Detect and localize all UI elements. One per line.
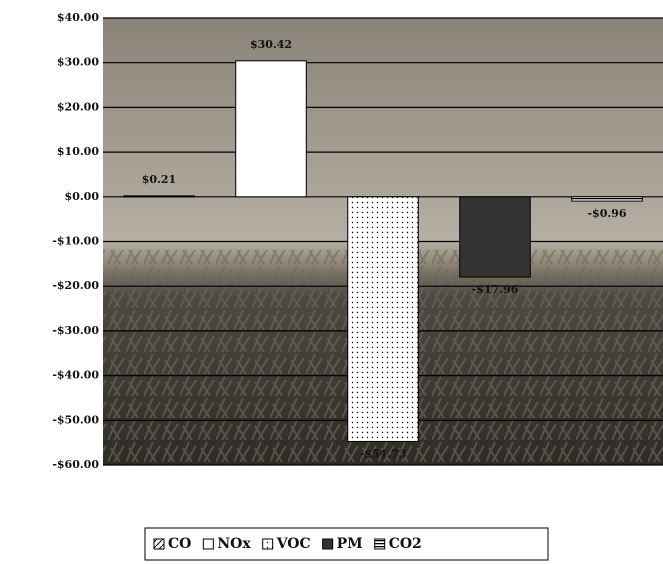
legend-swatch [153, 538, 165, 550]
bar [235, 60, 307, 198]
data-label: $0.21 [142, 173, 176, 186]
y-tick-label: -$40.00 [52, 369, 99, 382]
y-tick-label: $40.00 [57, 11, 99, 24]
data-label: -$17.96 [472, 283, 519, 296]
y-tick-label: $30.00 [57, 56, 99, 69]
bar [123, 195, 195, 198]
legend-swatch [374, 538, 386, 550]
y-tick-label: $0.00 [65, 190, 100, 203]
y-tick-label: -$60.00 [52, 458, 99, 471]
y-tick-label: -$20.00 [52, 279, 99, 292]
legend-swatch [322, 538, 334, 550]
legend-label: CO [168, 536, 191, 552]
y-tick-label: $10.00 [57, 145, 99, 158]
legend-label: PM [337, 536, 363, 552]
legend-label: VOC [276, 536, 311, 552]
y-tick-label: -$10.00 [52, 235, 99, 248]
y-tick-label: -$30.00 [52, 324, 99, 337]
legend-label: CO2 [389, 536, 422, 552]
data-label: -$54.73 [360, 447, 407, 460]
legend-label: NOx [217, 536, 251, 552]
bar [571, 196, 643, 202]
bar [459, 196, 531, 278]
data-label: -$0.96 [587, 207, 626, 220]
y-tick-label: -$50.00 [52, 413, 99, 426]
legend-swatch [202, 538, 214, 550]
bar [347, 196, 419, 442]
data-label: $30.42 [250, 38, 292, 51]
legend-swatch [262, 538, 274, 550]
y-tick-label: $20.00 [57, 100, 99, 113]
